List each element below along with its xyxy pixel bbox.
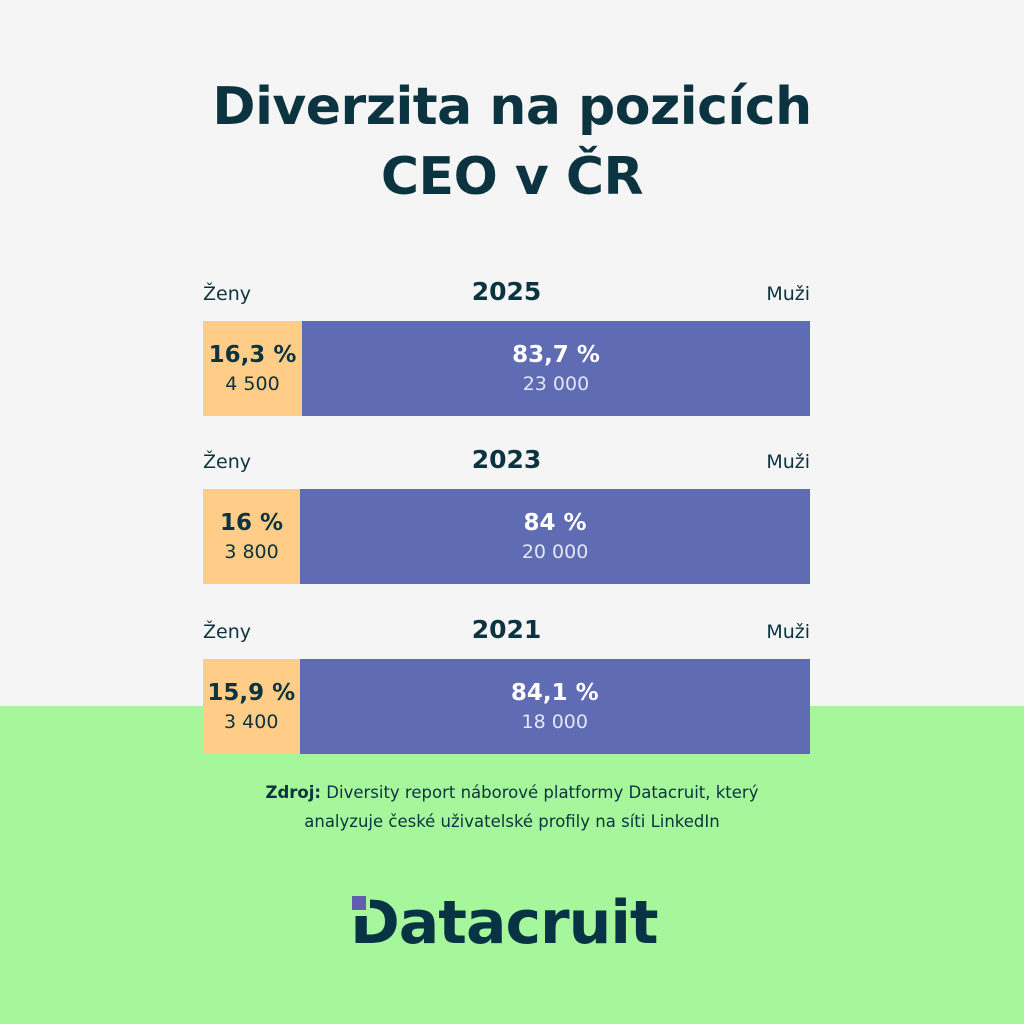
men-count: 20 000	[521, 540, 589, 563]
year-label: 2023	[471, 445, 542, 474]
women-percent: 15,9 %	[207, 679, 296, 706]
men-label: Muži	[766, 451, 810, 473]
bar-women: 16 % 3 800	[203, 489, 301, 584]
year-label: 2021	[471, 615, 542, 644]
women-count: 3 800	[224, 540, 279, 563]
bar-men: 84 % 20 000	[300, 489, 810, 584]
women-count: 4 500	[225, 372, 280, 395]
bar-women: 15,9 % 3 400	[203, 659, 300, 754]
stacked-bar: 15,9 % 3 400 84,1 % 18 000	[203, 659, 810, 754]
source-note: Zdroj: Diversity report náborové platfor…	[265, 783, 759, 831]
women-label: Ženy	[203, 283, 251, 305]
men-label: Muži	[766, 621, 810, 643]
stacked-bar: 16 % 3 800 84 % 20 000	[203, 489, 810, 584]
year-label: 2025	[471, 277, 542, 306]
stacked-bar: 16,3 % 4 500 83,7 % 23 000	[203, 321, 810, 416]
bottom-background	[0, 706, 1024, 1024]
women-count: 3 400	[224, 710, 279, 733]
page-title: Diverzita na pozicích CEO v ČR	[212, 77, 812, 207]
bar-men: 83,7 % 23 000	[301, 321, 810, 416]
women-label: Ženy	[203, 451, 251, 473]
datacruit-logo: Datacruit	[350, 888, 659, 958]
men-count: 18 000	[521, 710, 588, 733]
logo-square-icon	[352, 896, 366, 910]
bar-women: 16,3 % 4 500	[203, 321, 302, 416]
men-percent: 84 %	[523, 509, 587, 536]
men-label: Muži	[766, 283, 810, 305]
women-percent: 16 %	[220, 509, 284, 536]
men-percent: 83,7 %	[512, 341, 600, 368]
women-label: Ženy	[203, 621, 251, 643]
men-count: 23 000	[522, 372, 590, 395]
bar-men: 84,1 % 18 000	[299, 659, 810, 754]
women-percent: 16,3 %	[208, 341, 297, 368]
men-percent: 84,1 %	[510, 679, 599, 706]
